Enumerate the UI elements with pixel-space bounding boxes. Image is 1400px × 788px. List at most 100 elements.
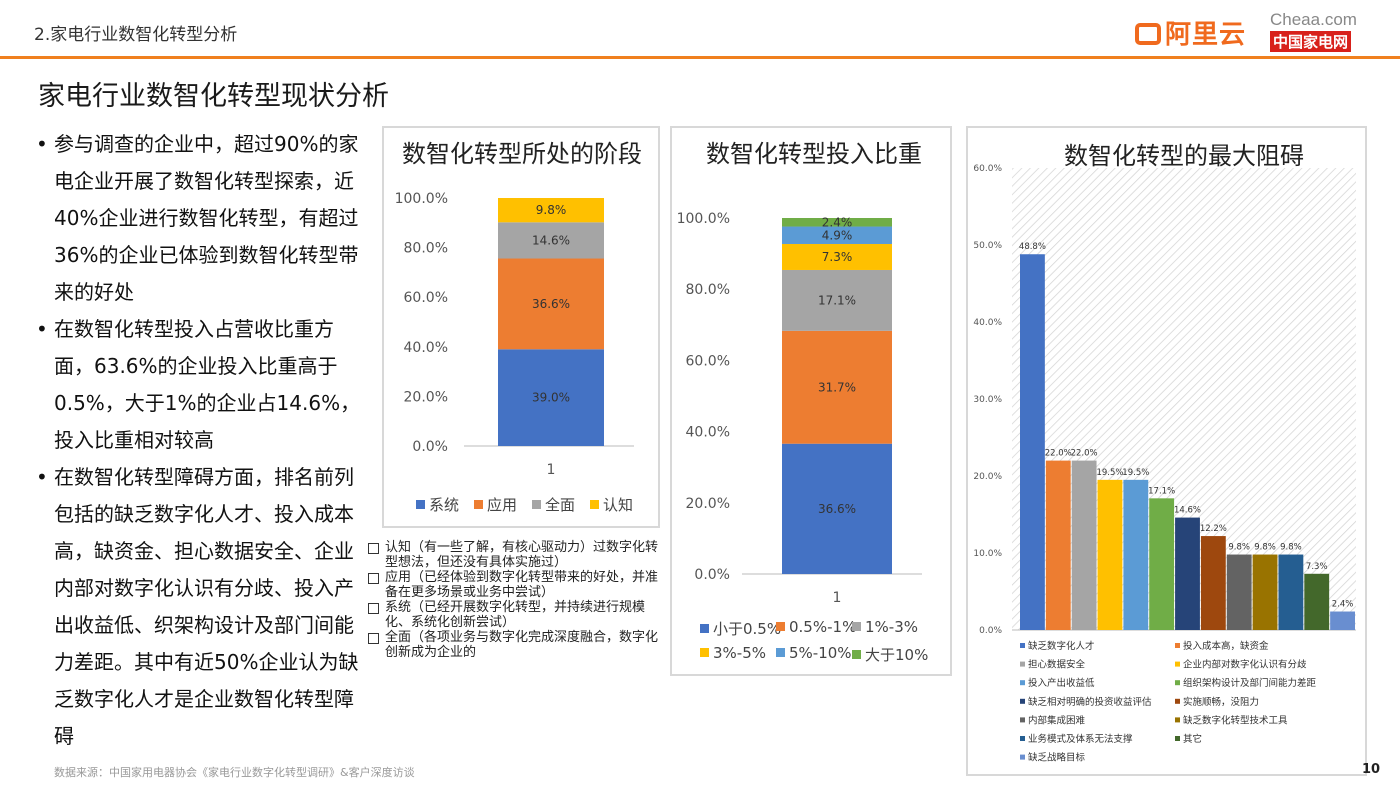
legend-swatch	[1020, 680, 1025, 686]
bar	[1020, 254, 1045, 630]
legend-swatch	[474, 500, 483, 509]
y-tick-label: 40.0%	[686, 425, 730, 441]
legend-label: 小于0.5%	[713, 620, 782, 638]
data-label: 9.8%	[1228, 543, 1250, 553]
note-item: 应用（已经体验到数字化转型带来的好处，并准备在更多场景或业务中尝试）	[368, 570, 668, 600]
note-text: 全面（各项业务与数字化完成深度融合，数字化创新成为企业的	[385, 630, 659, 660]
bullet-text: 在数智化转型障碍方面，排名前列包括的缺乏数字化人才、投入成本高，缺资金、担心数据…	[54, 465, 359, 748]
data-label: 7.3%	[1306, 562, 1328, 572]
legend-swatch	[700, 648, 709, 657]
chart-svg: 0.0% 20.0% 40.0% 60.0% 80.0% 100.0% 1 39.0% 36.6…	[395, 191, 634, 478]
aliyun-bracket-icon	[1135, 22, 1161, 45]
legend-label: 1%-3%	[865, 618, 919, 636]
chart-svg: 0.0% 10.0% 20.0% 30.0% 40.0% 50.0% 60.0% 48.8% 2…	[973, 164, 1356, 764]
checkbox-icon	[368, 633, 379, 644]
checkbox-icon	[368, 573, 379, 584]
bar-segment	[498, 258, 604, 350]
legend-swatch	[1175, 698, 1180, 704]
chart-svg: 0.0% 20.0% 40.0% 60.0% 80.0% 100.0% 1 36.6% 31.7…	[677, 211, 922, 606]
legend-label: 组织架构设计及部门间能力差距	[1183, 677, 1317, 689]
x-tick-label: 1	[547, 462, 556, 478]
bar-segment	[782, 218, 892, 227]
data-label: 2.4%	[1332, 600, 1354, 610]
legend-swatch	[1020, 661, 1025, 667]
data-label: 22.0%	[1071, 449, 1098, 459]
legend-item: 系统	[416, 494, 459, 515]
bullet-dot: •	[36, 132, 48, 156]
legend-swatch	[590, 500, 599, 509]
y-tick-label: 20.0%	[973, 472, 1002, 482]
legend-label: 应用	[487, 496, 518, 514]
data-label: 14.6%	[532, 233, 570, 247]
bar-segment	[782, 243, 892, 270]
legend-label: 实施顺畅，没阻力	[1183, 696, 1259, 708]
legend-swatch	[1175, 736, 1180, 741]
bar-segment	[498, 349, 604, 446]
y-tick-label: 60.0%	[404, 290, 448, 306]
bar-segment	[782, 330, 892, 444]
data-label: 14.6%	[1174, 506, 1201, 516]
legend-swatch	[1175, 680, 1180, 686]
data-label: 31.7%	[818, 380, 856, 394]
page-title: 家电行业数智化转型现状分析	[38, 81, 389, 112]
y-tick-label: 80.0%	[404, 241, 448, 257]
bar	[1330, 611, 1355, 630]
legend-label: 全面	[545, 496, 576, 514]
section-title: 2.家电行业数智化转型分析	[34, 25, 238, 45]
legend-label: 5%-10%	[789, 644, 852, 662]
legend-swatch	[700, 624, 709, 633]
note-text: 认知（有一些了解，有核心驱动力）过数字化转型想法，但还没有具体实施过）	[385, 540, 659, 570]
note-text: 系统（已经开展数字化转型，并持续进行规模化、系统化创新尝试）	[385, 600, 646, 630]
legend-item: 全面	[532, 494, 575, 515]
legend-item: 小于0.5%	[700, 618, 781, 639]
legend-swatch	[1175, 717, 1180, 723]
y-tick-label: 0.0%	[979, 626, 1002, 636]
legend-swatch	[1020, 643, 1025, 648]
bar-segment	[782, 226, 892, 244]
legend-item: 应用	[474, 494, 517, 515]
bullet-item: • 参与调查的企业中，超过90%的家电企业开展了数智化转型探索，近40%企业进行数…	[36, 126, 371, 311]
legend-swatch	[532, 500, 541, 509]
bar	[1097, 479, 1123, 630]
chart-obstacles-panel: 数智化转型的最大阻碍 0.0% 10.0% 20.0% 30.0% 40.0% 50.0% 6…	[966, 126, 1367, 776]
bar-segment	[498, 198, 604, 223]
y-tick-label: 30.0%	[973, 395, 1002, 405]
legend-label: 业务模式及体系无法支撑	[1028, 733, 1133, 745]
legend-label: 其它	[1183, 733, 1202, 745]
aliyun-logo-text: 阿里云	[1165, 20, 1247, 50]
legend-swatch	[852, 650, 861, 659]
legend-label: 缺乏战略目标	[1028, 752, 1086, 764]
legend-swatch	[776, 648, 785, 657]
note-item: 系统（已经开展数字化转型，并持续进行规模化、系统化创新尝试）	[368, 600, 668, 630]
y-tick-label: 0.0%	[694, 567, 730, 583]
legend-item: 1%-3%	[852, 618, 918, 636]
bar	[1200, 536, 1226, 630]
legend-swatch	[1020, 736, 1025, 741]
bar	[1123, 479, 1149, 630]
legend-label: 认知	[603, 496, 634, 514]
bar	[1252, 554, 1278, 630]
stage-notes: 认知（有一些了解，有核心驱动力）过数字化转型想法，但还没有具体实施过） 应用（已…	[368, 540, 668, 660]
note-text: 应用（已经体验到数字化转型带来的好处，并准备在更多场景或业务中尝试）	[385, 570, 659, 600]
legend-label: 缺乏数字化转型技术工具	[1183, 714, 1288, 726]
legend-label: 担心数据安全	[1028, 659, 1086, 671]
data-label: 7.3%	[822, 250, 853, 264]
chart-title: 数智化转型的最大阻碍	[1064, 142, 1304, 170]
source-note: 数据来源：中国家用电器协会《家电行业数字化转型调研》&客户深度访谈	[54, 766, 415, 779]
y-tick-label: 60.0%	[686, 353, 730, 369]
chart-stage-panel: 数智化转型所处的阶段 0.0% 20.0% 40.0% 60.0% 80.0% 100.0%…	[382, 126, 660, 528]
legend-item: 5%-10%	[776, 644, 852, 662]
y-tick-label: 0.0%	[412, 439, 448, 455]
cheaa-logo: Cheaa.com	[1270, 10, 1357, 29]
legend-swatch	[1020, 698, 1025, 704]
bar	[1304, 573, 1330, 630]
y-tick-label: 100.0%	[395, 191, 448, 207]
legend-swatch	[852, 622, 861, 631]
header-divider	[0, 56, 1400, 59]
bullet-dot: •	[36, 465, 48, 489]
legend-label: 企业内部对数字化认识有分歧	[1183, 659, 1307, 671]
legend-item: 认知	[590, 494, 633, 515]
data-label: 22.0%	[1045, 449, 1072, 459]
data-label: 17.1%	[1148, 486, 1175, 496]
y-tick-label: 20.0%	[404, 389, 448, 405]
